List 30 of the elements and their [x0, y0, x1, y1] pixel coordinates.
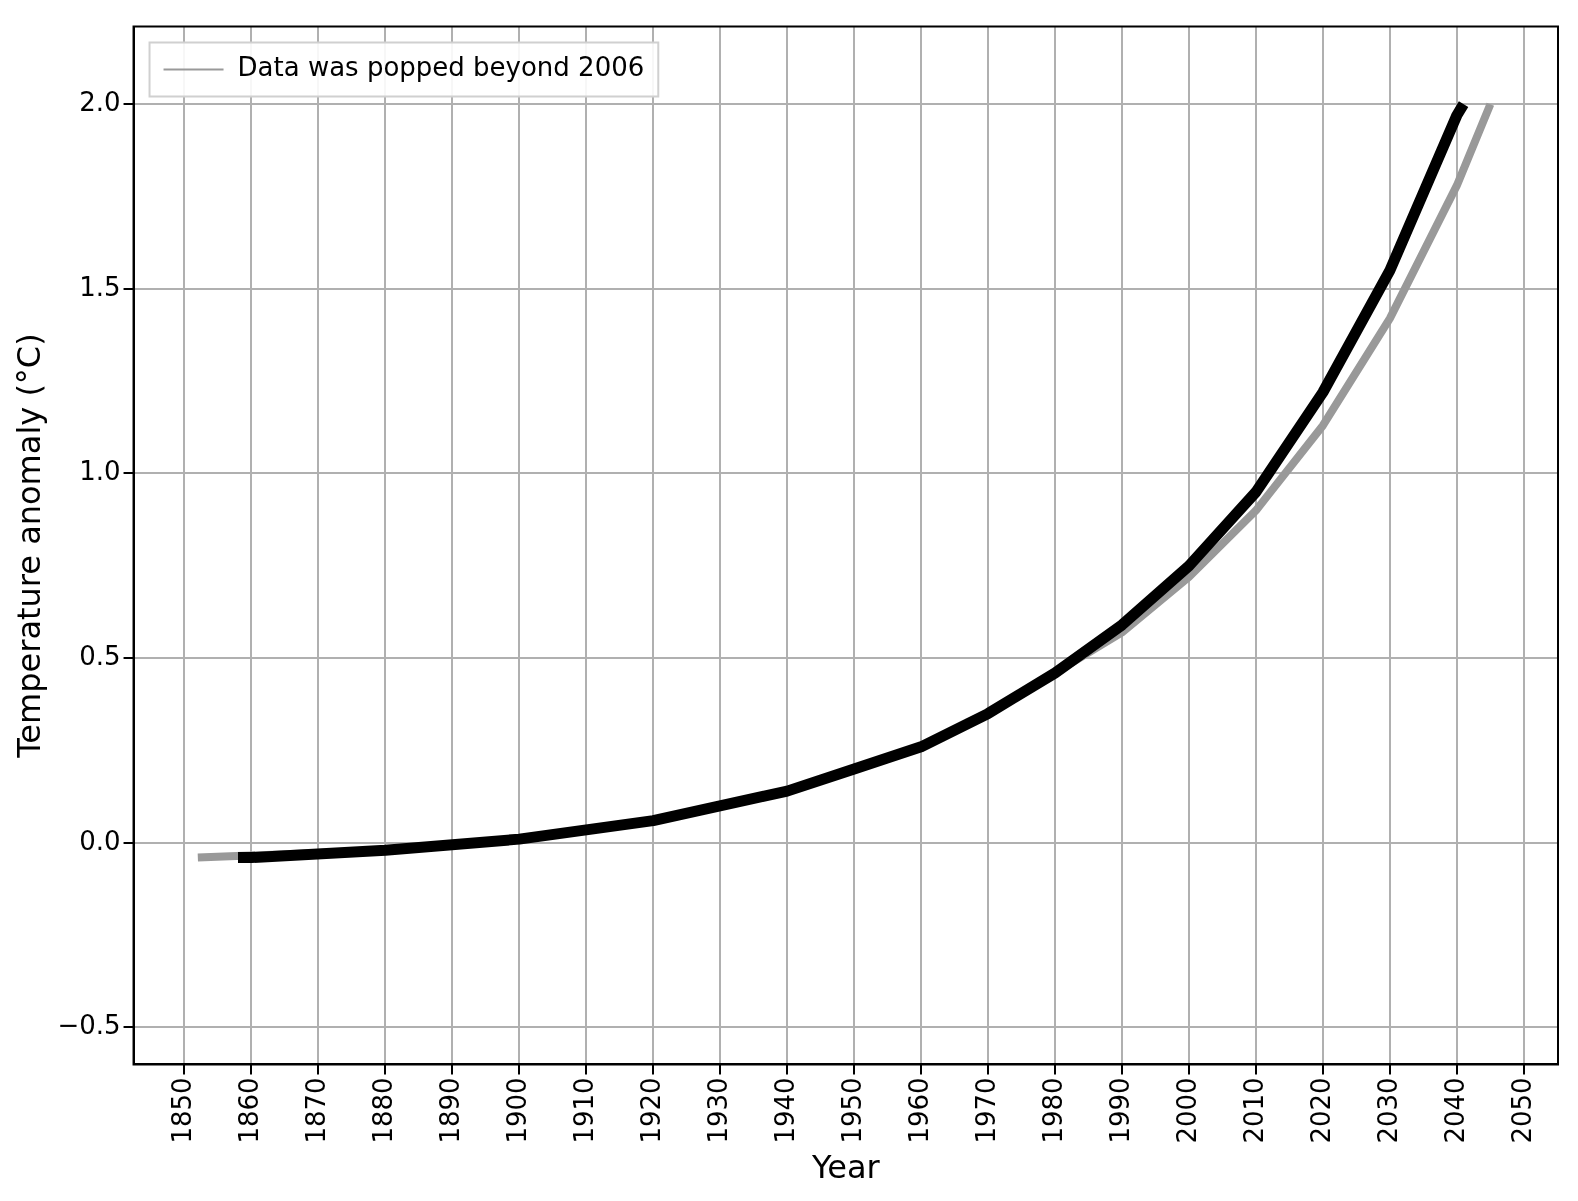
x-tick-label: 1980: [1037, 1077, 1068, 1144]
x-tick-label: 1970: [970, 1077, 1001, 1144]
x-tick-label: 1960: [903, 1077, 934, 1144]
legend-label: Data was popped beyond 2006: [237, 52, 645, 83]
y-tick-label: 1.5: [79, 271, 121, 302]
y-axis-title: Temperature anomaly (°C): [9, 333, 48, 759]
x-tick-label: 2050: [1506, 1077, 1537, 1144]
x-tick-label: 2000: [1171, 1077, 1202, 1144]
x-tick-label: 1890: [435, 1077, 466, 1144]
y-tick-label: 1.0: [79, 456, 121, 487]
x-tick-label: 2010: [1238, 1077, 1269, 1144]
x-tick-label: 1870: [301, 1077, 332, 1144]
x-tick-label: 1940: [769, 1077, 800, 1144]
x-tick-label: 2040: [1439, 1077, 1470, 1144]
y-tick-label: 0.0: [79, 825, 121, 856]
y-tick-label: 2.0: [79, 86, 121, 117]
x-tick-label: 1990: [1104, 1077, 1135, 1144]
y-tick-label: −0.5: [57, 1010, 121, 1041]
y-tick-label: 0.5: [79, 640, 121, 671]
x-tick-label: 1850: [167, 1077, 198, 1144]
x-tick-label: 2030: [1372, 1077, 1403, 1144]
x-tick-label: 1920: [635, 1077, 666, 1144]
x-tick-label: 2020: [1305, 1077, 1336, 1144]
x-tick-label: 1910: [569, 1077, 600, 1144]
x-tick-label: 1930: [702, 1077, 733, 1144]
x-tick-label: 1950: [836, 1077, 867, 1144]
x-tick-label: 1860: [234, 1077, 265, 1144]
x-tick-label: 1900: [502, 1077, 533, 1144]
x-axis-title: Year: [810, 1148, 881, 1187]
x-tick-label: 1880: [368, 1077, 399, 1144]
